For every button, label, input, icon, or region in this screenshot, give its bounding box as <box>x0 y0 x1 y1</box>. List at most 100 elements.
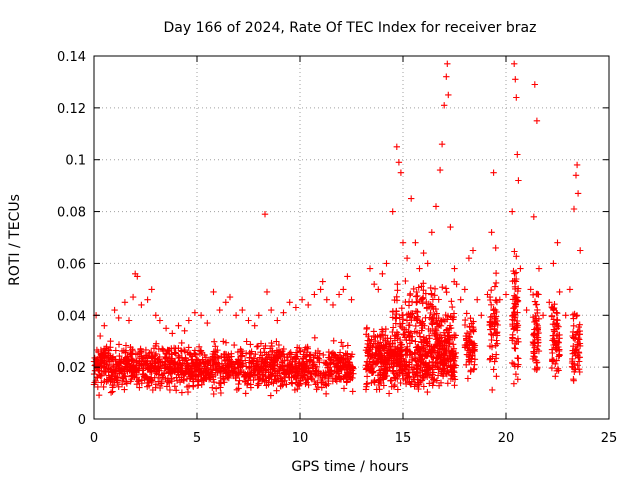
data-point <box>305 301 312 309</box>
data-point <box>555 323 562 330</box>
y-tick-label: 0.14 <box>57 50 86 65</box>
data-point <box>514 151 521 158</box>
data-point <box>276 351 284 358</box>
data-point <box>407 290 414 297</box>
y-tick-label: 0.12 <box>57 102 86 117</box>
data-point <box>491 313 498 320</box>
data-point <box>197 312 205 319</box>
data-point <box>129 373 136 380</box>
data-point <box>509 278 516 285</box>
data-point <box>379 328 387 335</box>
data-point <box>533 346 541 353</box>
data-point <box>152 312 159 319</box>
data-point <box>111 306 118 314</box>
data-point <box>449 334 456 341</box>
y-tick-label: 0.06 <box>57 257 86 272</box>
data-point <box>223 351 230 358</box>
data-point <box>267 345 274 352</box>
data-point <box>531 350 538 357</box>
data-point <box>102 353 110 360</box>
data-point <box>493 330 500 337</box>
data-point <box>138 380 145 387</box>
data-point <box>429 296 437 303</box>
data-point <box>414 292 421 300</box>
data-point <box>303 379 310 386</box>
data-point <box>152 360 159 367</box>
data-point <box>343 379 350 386</box>
y-tick-label: 0.08 <box>57 206 86 221</box>
data-point <box>158 378 165 386</box>
data-point <box>255 358 262 365</box>
data-point <box>404 343 411 350</box>
data-point <box>570 205 578 213</box>
data-point <box>533 117 541 124</box>
data-point <box>572 334 579 341</box>
data-point <box>156 367 163 374</box>
data-point <box>414 365 421 372</box>
data-point <box>442 337 449 344</box>
data-point <box>191 309 199 316</box>
data-point <box>178 339 185 347</box>
data-point <box>289 380 296 387</box>
data-point <box>433 320 440 328</box>
data-point <box>400 366 408 373</box>
data-point <box>325 348 332 356</box>
y-tick-label: 0.1 <box>65 154 86 169</box>
data-point <box>198 381 205 388</box>
data-point <box>253 363 260 370</box>
data-point <box>389 314 396 321</box>
data-point <box>397 358 405 365</box>
data-point <box>128 356 136 363</box>
data-point <box>569 328 577 336</box>
data-point <box>241 373 248 380</box>
data-point <box>308 376 316 383</box>
data-point <box>280 367 287 374</box>
data-point <box>311 361 318 368</box>
data-point <box>322 360 330 367</box>
data-point <box>395 159 403 166</box>
data-point <box>434 372 442 379</box>
data-point <box>229 359 237 367</box>
data-point <box>487 355 494 362</box>
data-point <box>342 350 349 357</box>
data-point <box>273 355 280 362</box>
data-point <box>434 335 441 343</box>
x-tick-labels: 0 5 10 15 20 25 <box>90 431 617 446</box>
data-point <box>317 286 324 293</box>
data-point <box>372 349 379 356</box>
data-point <box>370 332 378 340</box>
data-point <box>244 380 251 387</box>
data-point <box>368 379 375 386</box>
data-point <box>149 362 156 370</box>
data-point <box>575 366 583 373</box>
data-point <box>296 381 303 388</box>
data-point <box>397 169 405 176</box>
data-point <box>296 380 304 387</box>
y-tick-label: 0 <box>78 413 86 428</box>
data-point <box>107 358 115 365</box>
data-point <box>236 377 243 384</box>
data-point <box>291 386 299 394</box>
data-point <box>169 359 177 367</box>
data-point <box>123 380 131 387</box>
data-point <box>509 208 516 215</box>
data-point <box>450 310 458 317</box>
data-point <box>242 357 249 364</box>
data-point <box>380 382 387 389</box>
data-point <box>570 343 577 350</box>
data-point <box>337 376 345 383</box>
data-point <box>348 374 355 381</box>
data-point <box>511 314 518 321</box>
data-point <box>449 371 456 379</box>
data-point <box>426 364 433 372</box>
data-point <box>350 370 357 377</box>
data-point <box>415 284 422 291</box>
data-point <box>445 329 452 336</box>
data-point <box>215 360 222 368</box>
data-point <box>124 368 131 375</box>
data-point <box>316 350 323 357</box>
data-point <box>379 270 386 277</box>
data-point <box>204 361 211 368</box>
data-point <box>364 380 371 387</box>
data-point <box>488 287 495 294</box>
